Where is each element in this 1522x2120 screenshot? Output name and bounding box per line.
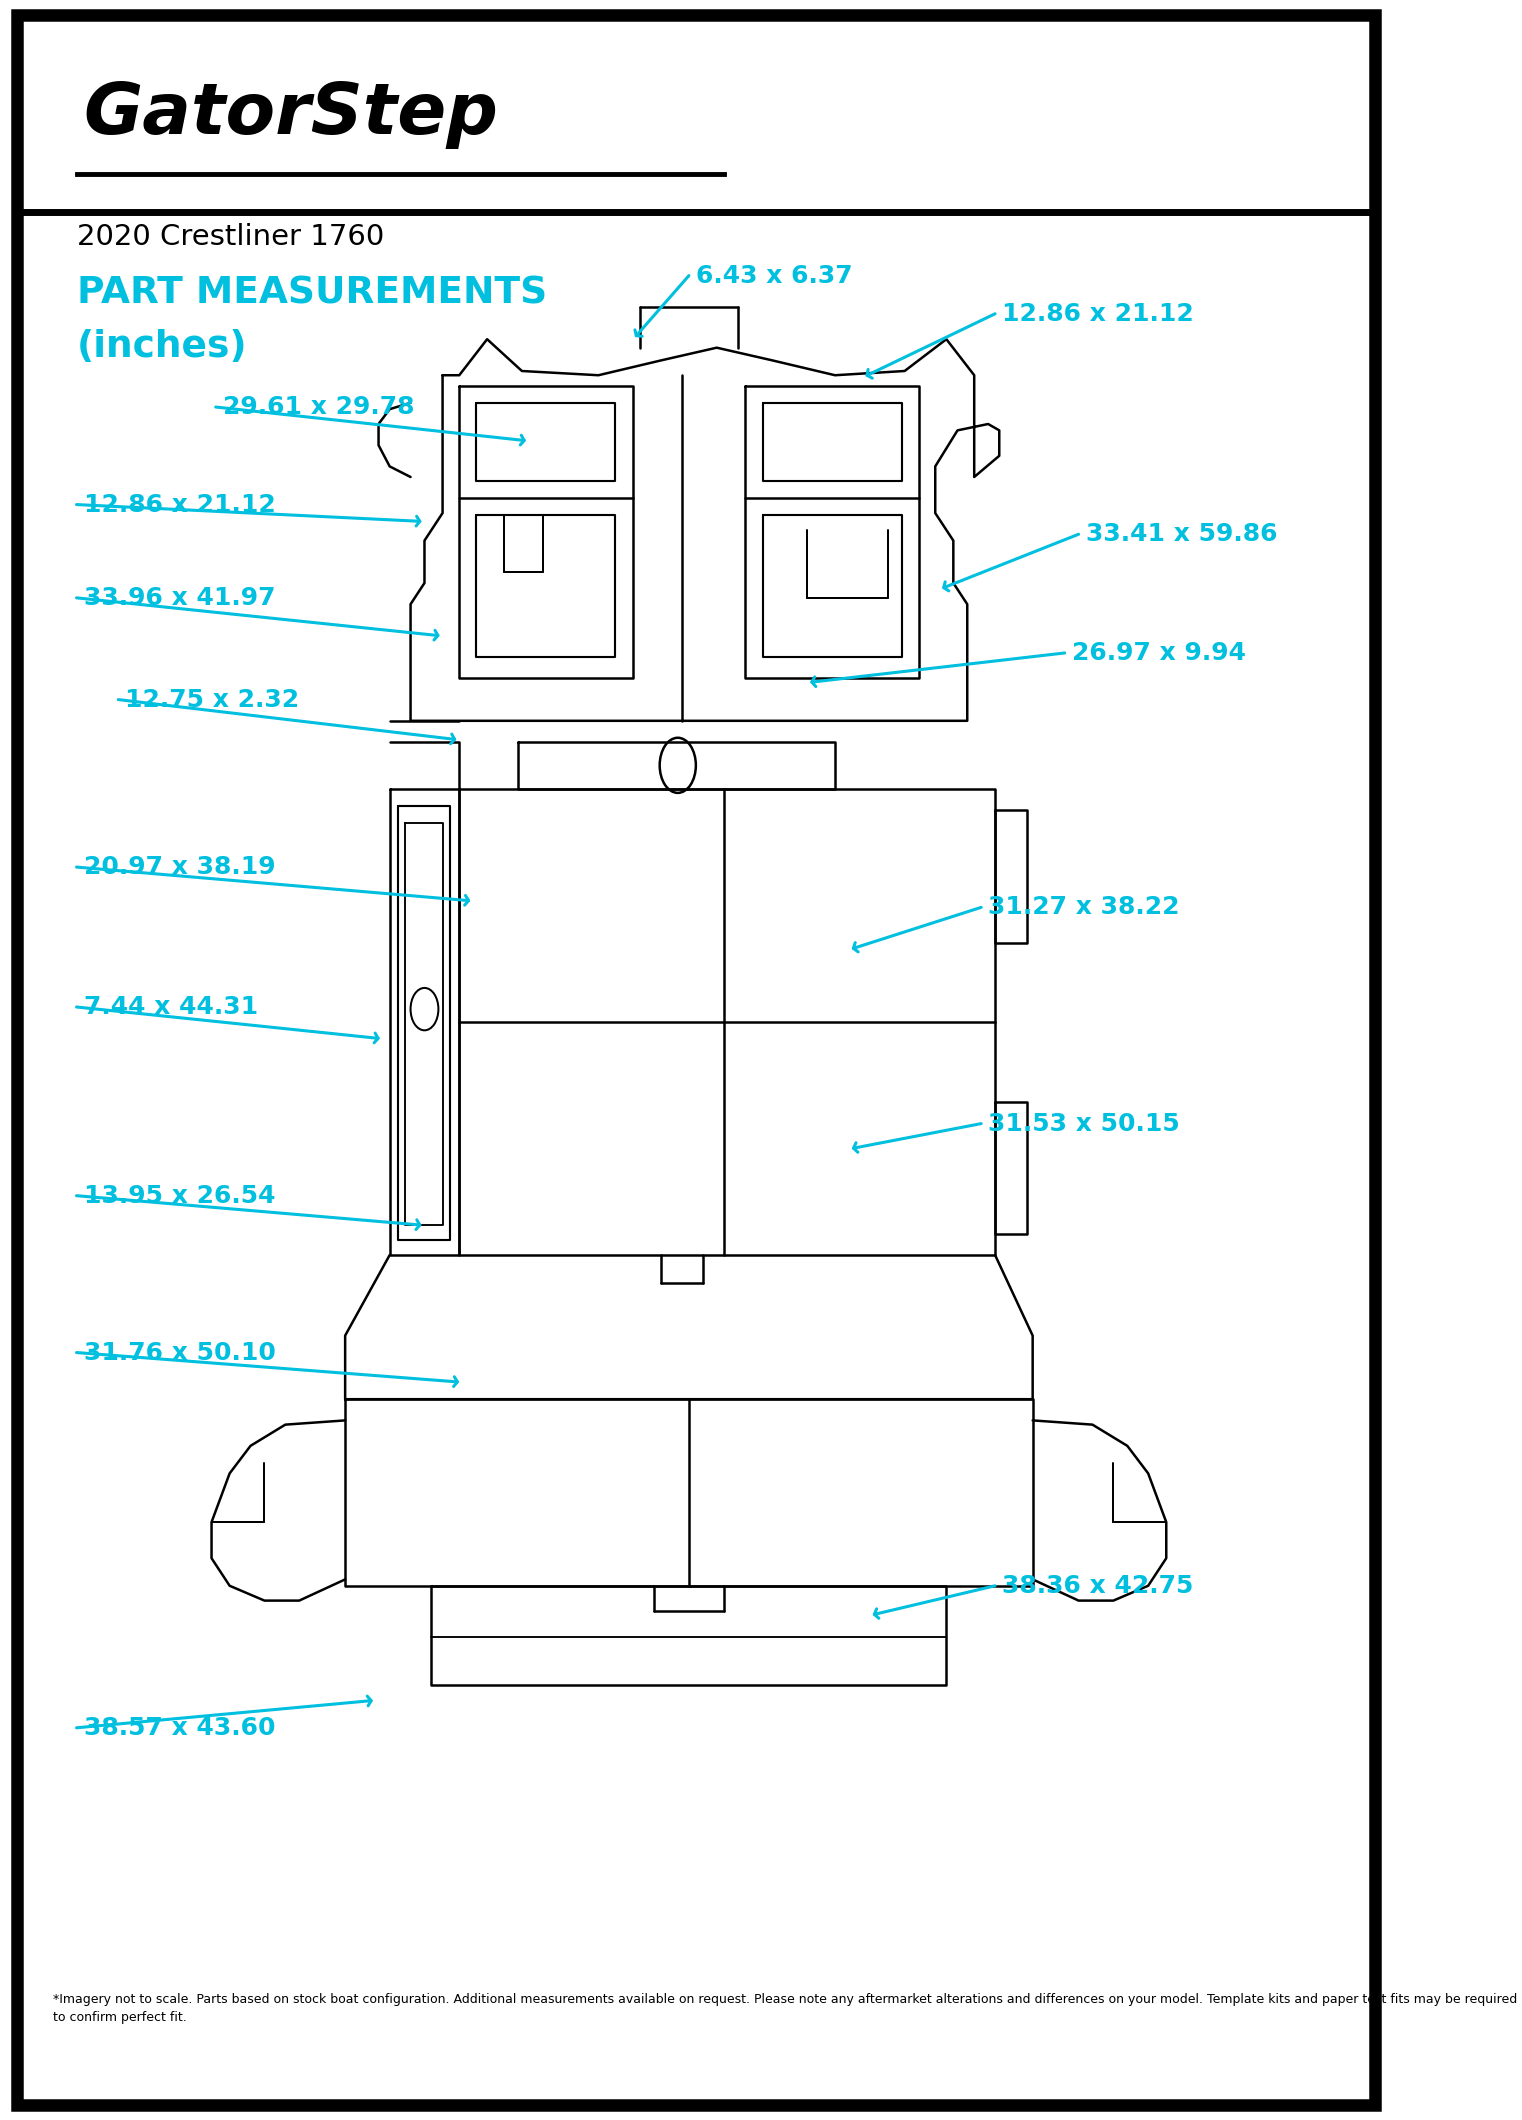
Text: 38.36 x 42.75: 38.36 x 42.75 [1001, 1573, 1193, 1598]
Text: 12.75 x 2.32: 12.75 x 2.32 [125, 687, 300, 712]
Text: 6.43 x 6.37: 6.43 x 6.37 [696, 263, 852, 288]
Text: PART MEASUREMENTS: PART MEASUREMENTS [76, 276, 546, 312]
Text: 31.76 x 50.10: 31.76 x 50.10 [84, 1340, 275, 1365]
Text: 20.97 x 38.19: 20.97 x 38.19 [84, 854, 275, 880]
Text: 29.61 x 29.78: 29.61 x 29.78 [222, 394, 414, 420]
Text: 33.96 x 41.97: 33.96 x 41.97 [84, 585, 275, 611]
Text: *Imagery not to scale. Parts based on stock boat configuration. Additional measu: *Imagery not to scale. Parts based on st… [53, 1993, 1517, 2025]
Text: 13.95 x 26.54: 13.95 x 26.54 [84, 1183, 275, 1208]
Text: 12.86 x 21.12: 12.86 x 21.12 [1001, 301, 1193, 326]
Text: 31.27 x 38.22: 31.27 x 38.22 [988, 895, 1180, 920]
Text: 31.53 x 50.15: 31.53 x 50.15 [988, 1111, 1180, 1136]
Text: 12.86 x 21.12: 12.86 x 21.12 [84, 492, 275, 517]
Text: 7.44 x 44.31: 7.44 x 44.31 [84, 994, 257, 1020]
Text: 2020 Crestliner 1760: 2020 Crestliner 1760 [76, 223, 384, 250]
Text: GatorStep: GatorStep [84, 81, 499, 148]
Text: 38.57 x 43.60: 38.57 x 43.60 [84, 1715, 275, 1741]
Text: 33.41 x 59.86: 33.41 x 59.86 [1085, 522, 1277, 547]
Text: 26.97 x 9.94: 26.97 x 9.94 [1071, 640, 1245, 666]
Text: (inches): (inches) [76, 329, 247, 365]
